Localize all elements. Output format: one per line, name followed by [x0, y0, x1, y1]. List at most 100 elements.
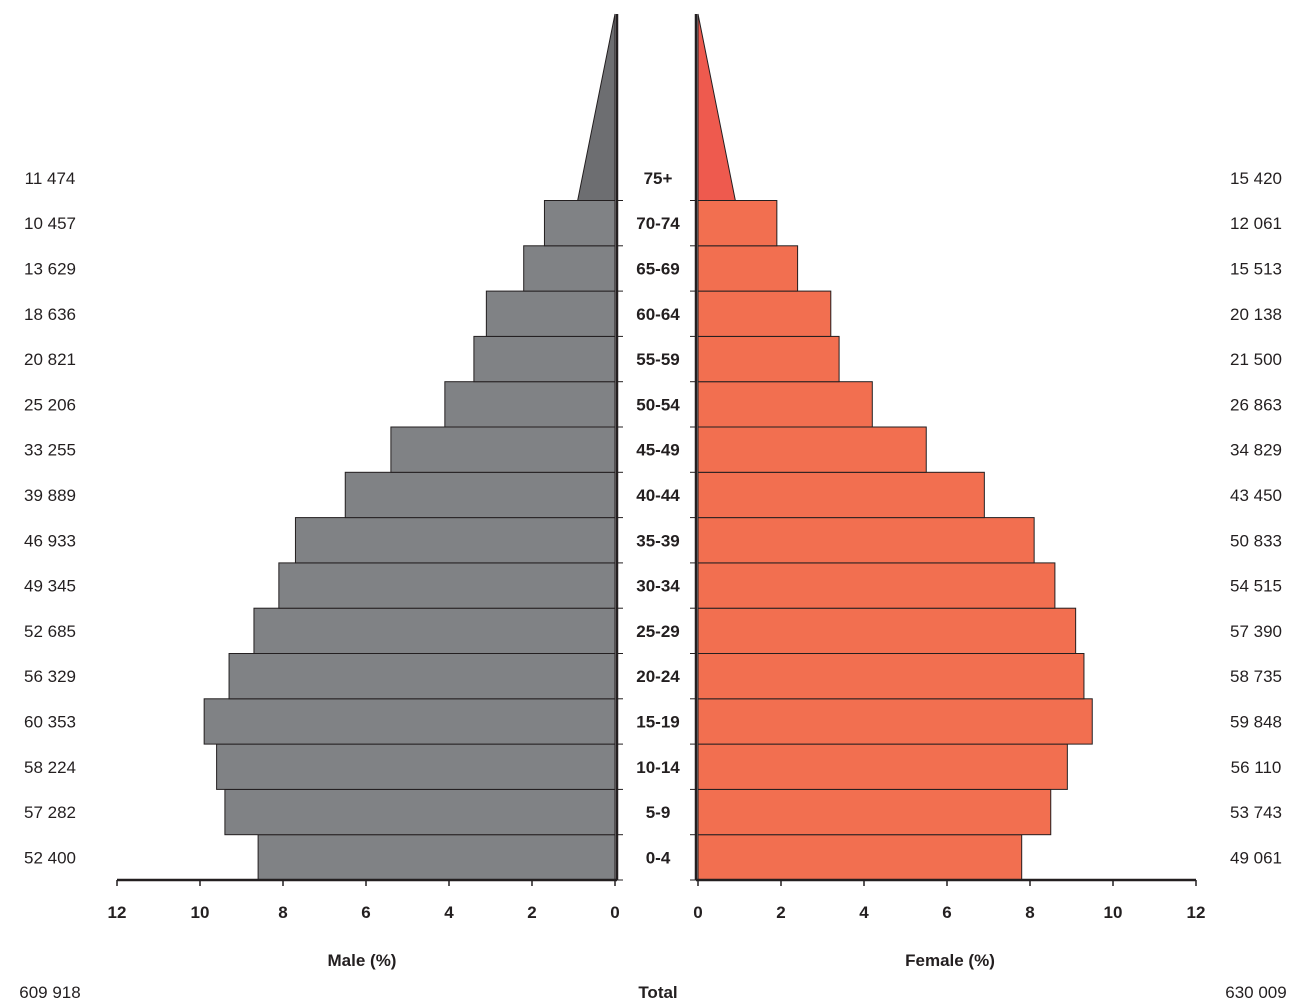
female-bar-25-29 [697, 607, 1077, 655]
labels: 0-4 52 400 49 061 5-9 57 282 53 743 10-14 58 22… [24, 169, 1282, 922]
male-count-label: 33 255 [24, 441, 76, 460]
female-bar-75+ [697, 13, 736, 201]
male-count-label: 39 889 [24, 486, 76, 505]
male-bar-70-74 [543, 200, 616, 247]
female-count-label: 43 450 [1230, 486, 1282, 505]
axes [116, 14, 1197, 886]
female-total: 630 009 [1225, 983, 1286, 1000]
age-group-label: 0-4 [646, 848, 671, 867]
age-group-label: 55-59 [636, 350, 679, 369]
male-count-label: 18 636 [24, 305, 76, 324]
male-bar-75+ [577, 13, 616, 201]
female-bar-10-14 [697, 743, 1068, 790]
male-count-label: 11 474 [25, 169, 76, 188]
female-count-label: 26 863 [1230, 395, 1282, 414]
male-bar-0-4 [257, 834, 616, 881]
female-count-label: 21 500 [1230, 350, 1282, 369]
male-x-tick-label: 8 [278, 903, 287, 922]
female-x-tick-label: 10 [1104, 903, 1123, 922]
female-bars [697, 13, 1093, 881]
age-group-label: 60-64 [636, 305, 680, 324]
female-count-label: 57 390 [1230, 622, 1282, 641]
female-bar-20-24 [697, 653, 1085, 700]
male-bar-50-54 [444, 381, 616, 428]
female-x-tick-label: 8 [1025, 903, 1034, 922]
age-group-label: 45-49 [636, 441, 679, 460]
female-count-label: 56 110 [1231, 758, 1282, 777]
male-count-label: 46 933 [24, 531, 76, 550]
female-count-label: 12 061 [1230, 214, 1282, 233]
male-bar-25-29 [253, 607, 616, 655]
female-bar-0-4 [697, 834, 1023, 881]
female-bar-30-34 [697, 562, 1056, 609]
male-count-label: 20 821 [24, 350, 76, 369]
female-count-label: 20 138 [1230, 305, 1282, 324]
age-group-label: 5-9 [646, 803, 671, 822]
male-total: 609 918 [19, 983, 80, 1000]
male-bar-55-59 [473, 335, 616, 383]
age-group-label: 70-74 [636, 214, 680, 233]
female-count-label: 59 848 [1230, 712, 1282, 731]
age-group-label: 65-69 [636, 259, 679, 278]
male-bar-60-64 [485, 290, 616, 337]
male-x-tick-label: 4 [444, 903, 454, 922]
female-count-label: 50 833 [1230, 531, 1282, 550]
male-bar-15-19 [203, 698, 616, 745]
age-group-label: 75+ [644, 169, 673, 188]
male-bar-10-14 [216, 743, 616, 790]
female-x-tick-label: 4 [859, 903, 869, 922]
male-bar-35-39 [294, 517, 616, 564]
female-bar-70-74 [697, 200, 778, 247]
female-bar-60-64 [697, 290, 832, 337]
female-bar-35-39 [697, 517, 1035, 564]
age-group-label: 50-54 [636, 395, 680, 414]
male-x-tick-label: 0 [610, 903, 619, 922]
male-x-tick-label: 10 [191, 903, 210, 922]
female-bar-65-69 [697, 245, 799, 292]
male-count-label: 10 457 [24, 214, 76, 233]
male-bars [203, 13, 616, 881]
male-bar-45-49 [390, 426, 616, 473]
age-group-label: 35-39 [636, 531, 679, 550]
male-count-label: 52 400 [24, 848, 76, 867]
female-bar-15-19 [697, 698, 1093, 745]
male-x-tick-label: 12 [108, 903, 127, 922]
female-x-tick-label: 12 [1187, 903, 1206, 922]
female-axis-title: Female (%) [905, 951, 995, 970]
female-x-tick-label: 0 [693, 903, 702, 922]
age-group-label: 20-24 [636, 667, 680, 686]
age-group-label: 30-34 [636, 577, 680, 596]
female-bar-5-9 [697, 788, 1052, 836]
female-x-tick-label: 2 [776, 903, 785, 922]
age-group-label: 15-19 [636, 712, 679, 731]
male-x-tick-label: 2 [527, 903, 536, 922]
age-group-label: 40-44 [636, 486, 680, 505]
male-count-label: 25 206 [24, 395, 76, 414]
female-count-label: 49 061 [1230, 848, 1282, 867]
female-count-label: 15 420 [1230, 169, 1282, 188]
female-count-label: 34 829 [1230, 441, 1282, 460]
age-group-label: 10-14 [636, 758, 680, 777]
male-count-label: 52 685 [24, 622, 76, 641]
male-bar-5-9 [224, 788, 616, 836]
male-count-label: 57 282 [24, 803, 76, 822]
female-count-label: 15 513 [1230, 259, 1282, 278]
female-x-tick-label: 6 [942, 903, 951, 922]
female-bar-40-44 [697, 471, 985, 519]
male-bar-30-34 [278, 562, 616, 609]
male-bar-20-24 [228, 653, 616, 700]
male-count-label: 60 353 [24, 712, 76, 731]
male-x-tick-label: 6 [361, 903, 370, 922]
female-bar-55-59 [697, 335, 840, 383]
female-bar-45-49 [697, 426, 927, 473]
male-bar-40-44 [344, 471, 616, 519]
female-count-label: 53 743 [1230, 803, 1282, 822]
male-count-label: 49 345 [24, 577, 76, 596]
female-bar-50-54 [697, 381, 873, 428]
male-count-label: 56 329 [24, 667, 76, 686]
total-label: Total [638, 983, 677, 1000]
male-bar-65-69 [523, 245, 616, 292]
age-group-label: 25-29 [636, 622, 679, 641]
male-count-label: 58 224 [24, 758, 76, 777]
